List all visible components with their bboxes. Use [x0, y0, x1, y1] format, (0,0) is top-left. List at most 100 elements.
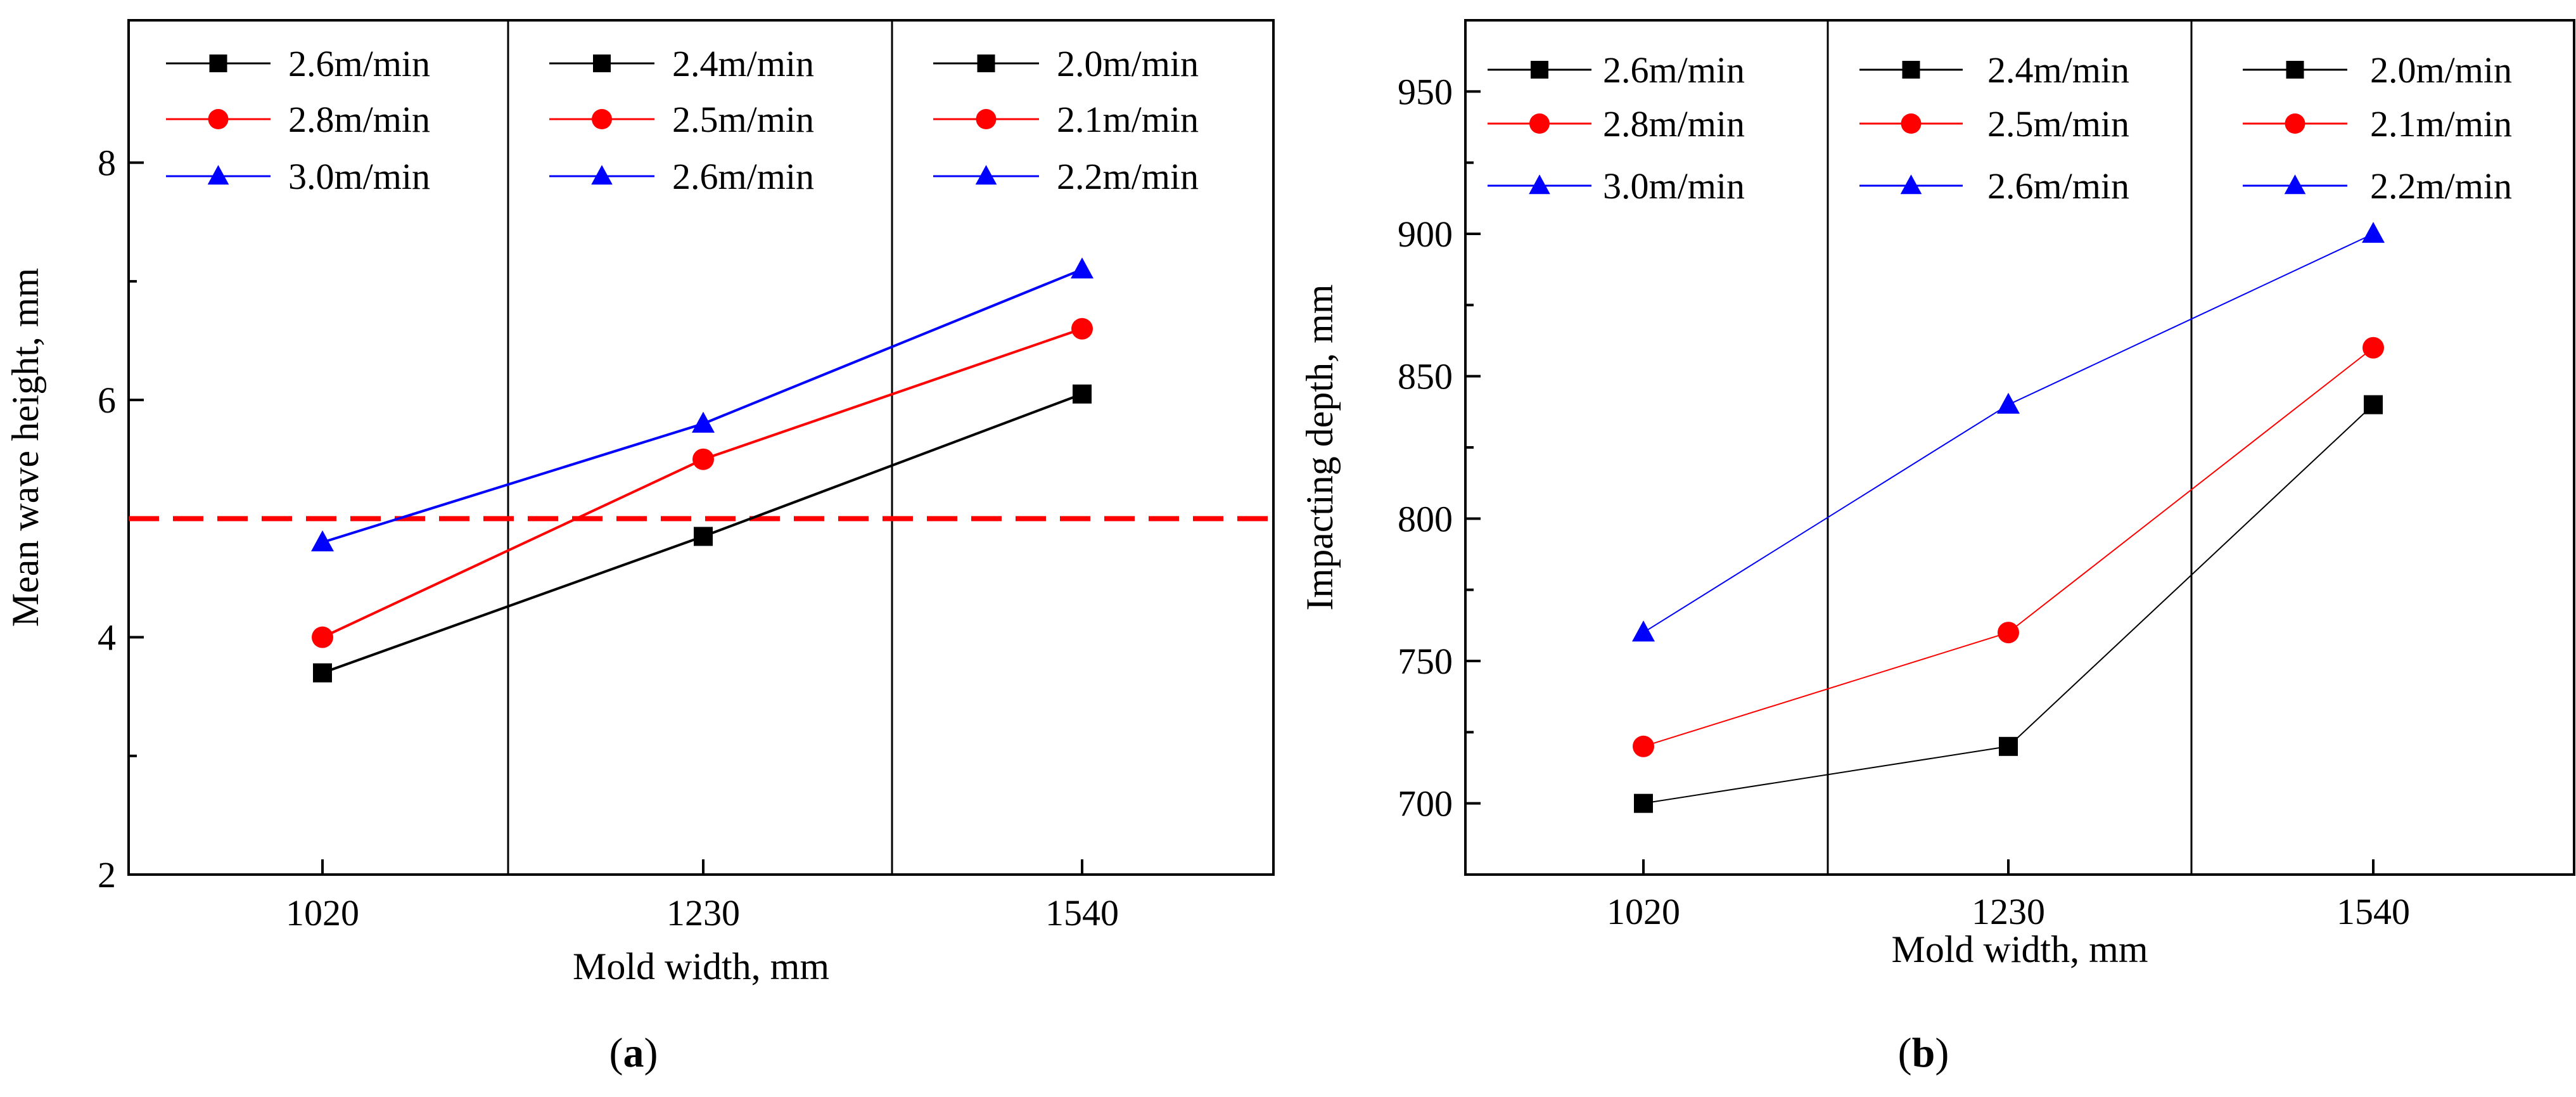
legend-marker — [1902, 61, 1920, 79]
y-tick-label: 700 — [1398, 783, 1453, 824]
data-point — [1634, 793, 1653, 813]
x-tick-label: 1230 — [666, 892, 740, 933]
legend-item: 3.0m/min — [1488, 165, 1745, 207]
data-point — [1633, 735, 1654, 757]
chart-panel-a: 2 4 6 8 1020 1230 1540 Mold width, mm Mean wave … — [4, 19, 1275, 1076]
x-tick-label: 1540 — [2337, 891, 2410, 932]
legend-label: 2.5m/min — [672, 99, 814, 140]
legend-label: 2.6m/min — [288, 43, 430, 84]
legend-marker — [207, 165, 229, 185]
legend-label: 3.0m/min — [288, 156, 430, 197]
data-point — [692, 448, 714, 470]
data-point — [692, 411, 715, 433]
legend-marker — [977, 55, 995, 72]
y-tick-label: 2 — [98, 854, 116, 895]
legend-item: 2.1m/min — [933, 99, 1199, 140]
legend-marker — [208, 109, 229, 129]
legend-item: 2.6m/min — [166, 43, 430, 84]
y-axis-label: Mean wave height, mm — [4, 268, 46, 627]
y-tick-label: 4 — [98, 617, 116, 658]
x-axis-label: Mold width, mm — [1891, 928, 2148, 970]
legend-item: 2.6m/min — [1859, 165, 2129, 207]
panel-label: (b) — [1898, 1030, 1949, 1076]
legend-item: 2.5m/min — [1859, 103, 2129, 144]
y-tick-label: 900 — [1398, 214, 1453, 255]
legend-label: 2.0m/min — [2370, 49, 2512, 91]
data-point — [1632, 620, 1655, 642]
data-point — [694, 527, 713, 546]
x-tick-label: 1020 — [286, 892, 359, 933]
legend-label: 2.8m/min — [1603, 103, 1745, 144]
legend-item: 2.8m/min — [1488, 103, 1745, 144]
legend-marker — [1529, 113, 1550, 134]
y-tick-label: 750 — [1398, 641, 1453, 682]
legend-label: 2.2m/min — [1057, 156, 1199, 197]
series-line — [322, 268, 1083, 544]
legend-marker — [2286, 61, 2304, 79]
legend-label: 2.0m/min — [1057, 43, 1199, 84]
legend-label: 2.6m/min — [1987, 165, 2129, 207]
x-tick-label: 1230 — [1972, 891, 2045, 932]
legend-label: 2.1m/min — [2370, 103, 2512, 144]
legend-label: 3.0m/min — [1603, 165, 1745, 207]
data-point — [2362, 222, 2385, 243]
data-point — [311, 530, 334, 551]
legend-label: 2.8m/min — [288, 99, 430, 140]
y-tick-label: 950 — [1398, 71, 1453, 112]
y-tick-label: 6 — [98, 380, 116, 421]
legend-item: 2.0m/min — [933, 43, 1199, 84]
data-point — [1999, 736, 2018, 756]
data-point — [1998, 622, 2019, 644]
legend-item: 2.6m/min — [1488, 49, 1745, 91]
y-tick-label: 850 — [1398, 356, 1453, 397]
panel-label: (a) — [609, 1030, 658, 1076]
legend-marker — [209, 55, 227, 72]
y-tick-label: 800 — [1398, 498, 1453, 539]
y-tick-label: 8 — [98, 143, 116, 184]
legend-marker — [1901, 113, 1922, 134]
legend-marker — [976, 109, 997, 129]
data-point — [2364, 395, 2383, 414]
data-point — [2362, 337, 2384, 359]
legend-marker — [2285, 113, 2305, 134]
legend-label: 2.6m/min — [672, 156, 814, 197]
data-point — [1997, 392, 2020, 414]
legend-marker — [1529, 174, 1550, 195]
legend-item: 2.6m/min — [549, 156, 814, 197]
legend-item: 2.4m/min — [1859, 49, 2129, 91]
legend-marker — [2284, 174, 2306, 195]
legend-label: 2.1m/min — [1057, 99, 1199, 140]
data-point — [1071, 318, 1093, 340]
legend-item: 2.5m/min — [549, 99, 814, 140]
legend-item: 2.2m/min — [2243, 165, 2512, 207]
data-point — [1071, 257, 1094, 279]
legend-item: 3.0m/min — [166, 156, 430, 197]
x-axis-label: Mold width, mm — [573, 946, 829, 987]
x-tick-label: 1020 — [1607, 891, 1680, 932]
data-point — [312, 626, 333, 648]
legend-label: 2.4m/min — [1987, 49, 2129, 91]
data-point — [313, 663, 332, 683]
legend-item: 2.2m/min — [933, 156, 1199, 197]
legend-marker — [1531, 61, 1548, 79]
x-tick-label: 1540 — [1045, 892, 1119, 933]
legend-marker — [591, 165, 613, 185]
plot-frame — [127, 19, 1275, 876]
chart-panel-b: 700 750 800 850 900 950 1020 1230 1540 Mold width… — [1299, 19, 2575, 1076]
legend-marker — [592, 109, 612, 129]
y-axis-label: Impacting depth, mm — [1299, 285, 1341, 611]
series-line — [322, 327, 1083, 639]
plot-frame — [1464, 19, 2575, 876]
legend-marker — [1900, 174, 1922, 195]
legend-label: 2.6m/min — [1603, 49, 1745, 91]
legend-label: 2.2m/min — [2370, 165, 2512, 207]
legend-item: 2.8m/min — [166, 99, 430, 140]
legend-marker — [593, 55, 611, 72]
legend-item: 2.0m/min — [2243, 49, 2512, 91]
legend-item: 2.1m/min — [2243, 103, 2512, 144]
legend-label: 2.4m/min — [672, 43, 814, 84]
legend-item: 2.4m/min — [549, 43, 814, 84]
legend-label: 2.5m/min — [1987, 103, 2129, 144]
legend-marker — [975, 165, 997, 185]
